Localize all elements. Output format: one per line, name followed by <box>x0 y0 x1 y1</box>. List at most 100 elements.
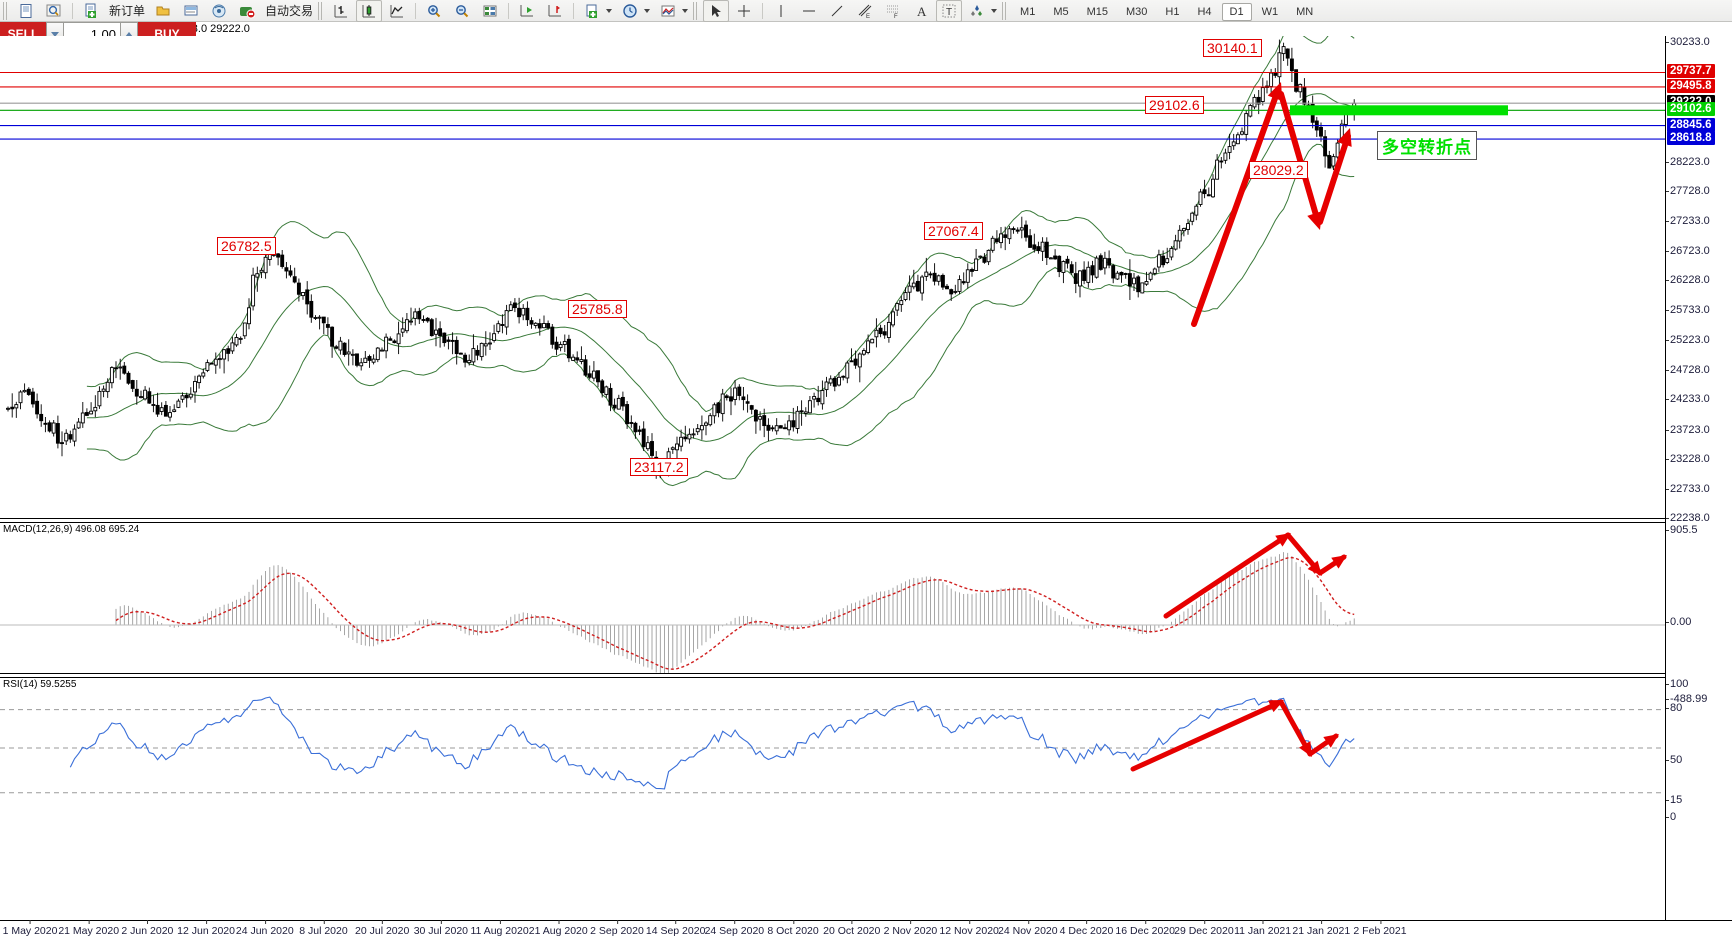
time-tick: 20 Oct 2020 <box>823 920 881 937</box>
anno-26782-5[interactable]: 26782.5 <box>217 237 276 255</box>
crosshair-icon[interactable] <box>731 0 757 22</box>
text-icon[interactable]: A <box>908 0 934 22</box>
anno-29102-6[interactable]: 29102.6 <box>1145 96 1204 114</box>
equidistant-channel-icon[interactable]: E <box>852 0 878 22</box>
grid-icon[interactable] <box>477 0 503 22</box>
time-tick: 11 Aug 2020 <box>470 920 529 937</box>
chevron-down-icon-objects[interactable] <box>991 8 998 13</box>
magnifier-chart-icon[interactable] <box>41 0 67 22</box>
timeframe-h4[interactable]: H4 <box>1197 5 1212 18</box>
anno-25785-8[interactable]: 25785.8 <box>568 300 627 318</box>
cursor-icon[interactable] <box>703 0 730 22</box>
time-tick: 1 May 2020 <box>2 920 58 937</box>
price-scale[interactable]: 30233.0 28223.0 27728.0 27233.0 26723.0 26228… <box>1665 36 1732 920</box>
macd-tick: -488.99 <box>1665 693 1708 705</box>
anno-23117-2[interactable]: 23117.2 <box>630 458 688 476</box>
anno-28029-2[interactable]: 28029.2 <box>1249 161 1308 179</box>
horizontal-line-icon[interactable] <box>796 0 822 22</box>
vertical-line-icon[interactable] <box>768 0 794 22</box>
svg-text:E: E <box>866 14 870 19</box>
price-tick: 24233.0 <box>1666 393 1710 406</box>
macd-pane[interactable]: MACD(12,26,9) 496.08 695.24 <box>0 523 1732 673</box>
price-tick: 23723.0 <box>1666 423 1710 436</box>
time-tick: 24 Jun 2020 <box>235 920 294 937</box>
auto-trading-label[interactable]: 自动交易 <box>265 4 314 18</box>
toolbar-grip-4[interactable] <box>1002 1 1008 20</box>
chevron-down-icon-templates[interactable] <box>682 8 689 13</box>
time-tick: 21 May 2020 <box>58 920 120 937</box>
time-tick: 2 Nov 2020 <box>883 920 938 937</box>
timeframe-mn[interactable]: MN <box>1296 5 1314 18</box>
timeframe-m30[interactable]: M30 <box>1126 5 1148 18</box>
line-chart-icon[interactable] <box>384 0 410 22</box>
auto-scroll-icon[interactable] <box>542 0 568 22</box>
rsi-plot <box>0 696 1665 794</box>
macd-tick: 0.00 <box>1665 616 1692 628</box>
bar-chart-icon[interactable] <box>328 0 354 22</box>
time-tick: 20 Jul 2020 <box>355 920 410 937</box>
price-label-blue-line[interactable]: 28845.6 <box>1667 117 1715 132</box>
time-tick: 2 Jun 2020 <box>121 920 174 937</box>
time-tick: 11 Jan 2021 <box>1234 920 1292 937</box>
price-label-blue-line[interactable]: 28618.8 <box>1667 131 1715 146</box>
rsi-tick: 15 <box>1665 794 1683 806</box>
symbol-bar: HK50-,Daily 28972.0 29432.0 28968.0 2922… <box>0 22 1732 36</box>
time-tick: 8 Oct 2020 <box>767 920 819 937</box>
expert-advisor-icon[interactable] <box>234 0 260 22</box>
text-label-icon[interactable]: T <box>936 0 963 22</box>
templates-icon[interactable] <box>655 0 681 22</box>
timeframe-h1[interactable]: H1 <box>1165 5 1180 18</box>
chevron-down-icon-indicator[interactable] <box>606 8 613 13</box>
main-toolbar[interactable]: 新订单 自动交易 <box>0 0 1732 22</box>
chart-area[interactable]: MACD(12,26,9) 496.08 695.24 RSI(14) 59.5… <box>0 36 1732 921</box>
time-tick: 24 Nov 2020 <box>998 920 1058 937</box>
toolbar-grip-2[interactable] <box>318 1 324 20</box>
timeframe-m15[interactable]: M15 <box>1086 5 1108 18</box>
toolbar-grip[interactable] <box>3 1 8 20</box>
period-icon[interactable] <box>617 0 643 22</box>
time-scale[interactable]: 1 May 2020 21 May 2020 2 Jun 2020 12 Jun 20… <box>0 920 1732 943</box>
toolbar-grip-3[interactable] <box>693 1 699 20</box>
rsi-pane[interactable]: RSI(14) 59.5255 <box>0 678 1732 921</box>
annotation-layer: 26782.5 25785.8 23117.2 27067.4 30140.1 29102… <box>0 36 1732 920</box>
new-order-label[interactable]: 新订单 <box>109 4 146 18</box>
timeframe-d1[interactable]: D1 <box>1221 2 1252 21</box>
chart-shift-icon[interactable] <box>514 0 540 22</box>
pane-separator-1[interactable] <box>0 518 1732 523</box>
zoom-out-icon[interactable] <box>449 0 475 22</box>
document-icon[interactable] <box>13 0 39 22</box>
terminal-icon[interactable] <box>178 0 204 22</box>
macd-label: MACD(12,26,9) 496.08 695.24 <box>3 524 140 535</box>
anno-27067-4[interactable]: 27067.4 <box>924 222 983 240</box>
price-label-green-line[interactable]: 29102.6 <box>1667 102 1715 117</box>
time-tick: 21 Jan 2021 <box>1292 920 1351 937</box>
time-tick: 16 Dec 2020 <box>1115 920 1175 937</box>
toolbar-separator-3 <box>508 2 510 19</box>
new-order-icon[interactable] <box>78 0 104 22</box>
pane-separator-2[interactable] <box>0 673 1732 678</box>
chevron-down-icon-volume <box>51 31 59 37</box>
price-label-red-line[interactable]: 29737.7 <box>1667 64 1715 79</box>
rsi-tick: 0 <box>1665 811 1677 823</box>
main-price-pane[interactable] <box>0 36 1732 518</box>
trendline-icon[interactable] <box>824 0 850 22</box>
time-tick: 2 Feb 2021 <box>1353 920 1407 937</box>
signal-icon[interactable] <box>206 0 232 22</box>
zoom-in-icon[interactable] <box>421 0 447 22</box>
svg-text:T: T <box>946 7 952 18</box>
main-price-plot <box>0 36 1665 487</box>
price-label-red-line[interactable]: 29495.8 <box>1667 78 1715 93</box>
price-tick: 25733.0 <box>1666 303 1710 316</box>
timeframe-group[interactable]: M1 M5 M15 M30 H1 H4 D1 W1 MN <box>1011 2 1322 21</box>
anno-turning-point[interactable]: 多空转折点 <box>1377 131 1477 160</box>
fibonacci-icon[interactable]: F <box>880 0 906 22</box>
folder-icon[interactable] <box>150 0 176 22</box>
anno-30140-1[interactable]: 30140.1 <box>1203 39 1262 57</box>
objects-icon[interactable] <box>964 0 990 22</box>
add-indicator-icon[interactable] <box>579 0 605 22</box>
timeframe-w1[interactable]: W1 <box>1261 5 1279 18</box>
chevron-down-icon-period[interactable] <box>644 8 651 13</box>
candlestick-chart-icon[interactable] <box>356 0 383 22</box>
timeframe-m1[interactable]: M1 <box>1020 5 1036 18</box>
timeframe-m5[interactable]: M5 <box>1053 5 1069 18</box>
